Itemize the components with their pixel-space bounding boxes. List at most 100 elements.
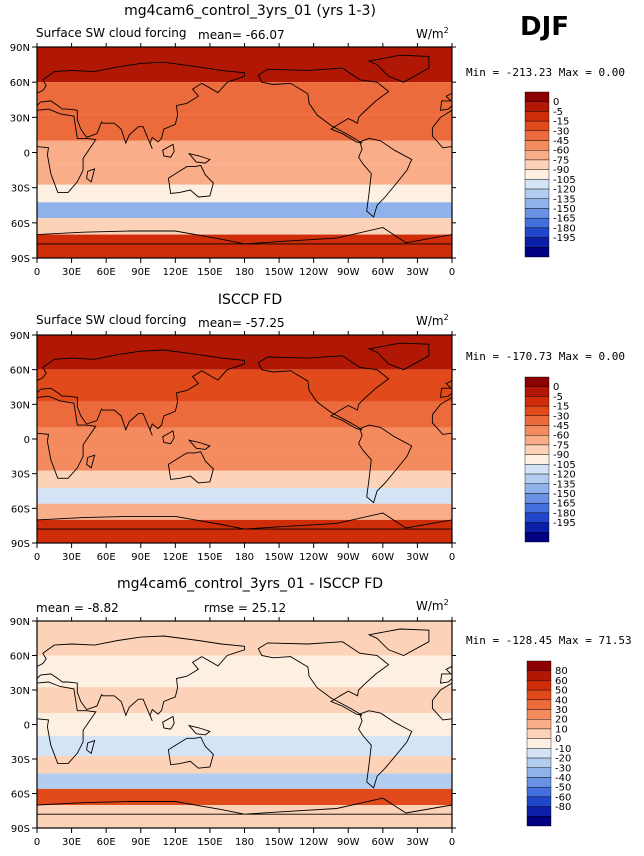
panel-2-coast-madagascar (86, 454, 96, 469)
panel-3-colorbar-box (526, 689, 552, 701)
panel-1-colorbar-box (524, 217, 550, 229)
panel-3-ytick-label: 0 (24, 721, 30, 732)
panel-3-xtick-label: 0 (449, 837, 455, 848)
panel-3-xtick-label: 120W (299, 837, 328, 848)
panel-3-field-band (37, 773, 452, 789)
panel-3-colorbar-label: 20 (555, 715, 568, 726)
panel-2-colorbar-box (524, 435, 550, 446)
panel-2-mean: mean= -57.25 (198, 316, 285, 330)
panel-2-xtick-label: 150E (197, 552, 222, 563)
panel-3-colorbar-label: 50 (555, 686, 568, 697)
panel-3-coast-south-america (358, 710, 413, 789)
panel-1-xtick-label: 0 (34, 267, 40, 278)
panel-1-colorbar-box (524, 188, 550, 199)
panel-2-colorbar-box (524, 444, 550, 455)
panel-2-colorbar-label: -90 (553, 450, 569, 461)
panel-2-field-band (37, 519, 452, 543)
panel-3-colorbar-label: -80 (555, 802, 571, 813)
panel-2-units-exp: 2 (443, 313, 449, 322)
panel-3-colorbar-box (526, 767, 552, 778)
panel-1-coast-greenland (367, 54, 430, 83)
panel-1-colorbar-label: -180 (553, 223, 576, 234)
panel-1-field-band (37, 234, 452, 258)
panel-2-field (37, 335, 452, 543)
panel-3-xtick-label: 150E (197, 837, 222, 848)
panel-2-colorbar-label: -135 (553, 479, 576, 490)
panel-2-field-band (37, 470, 452, 489)
panel-2-xtick-label: 30E (62, 552, 81, 563)
panel-3-coast-indonesia-borneo (162, 715, 175, 730)
panel-1-xtick-label: 60W (372, 267, 395, 278)
panel-1-coast-new-guinea (187, 152, 211, 164)
panel-1-ytick-label: 30S (11, 184, 30, 195)
panel-2-xtick-label: 180 (235, 552, 254, 563)
panel-2-coast-antarctica-wrap (244, 512, 452, 530)
panel-3-colorbar-box (526, 757, 552, 768)
panel-2-coast-indonesia-borneo (162, 430, 175, 445)
panel-1-field-band (37, 114, 452, 141)
panel-3-ytick-label: 30S (11, 755, 30, 766)
panel-1-field-band (37, 184, 452, 203)
panel-1-mean: mean= -66.07 (198, 28, 285, 42)
panel-2-colorbar-label: -75 (553, 440, 569, 451)
panel-2-colorbar-label: -45 (553, 421, 569, 432)
panel-1-colorbar-box (524, 150, 550, 161)
panel-2-colorbar-label: -195 (553, 518, 576, 529)
panel-3-xtick-label: 60E (97, 837, 116, 848)
panel-3-mean: mean = -8.82 (36, 601, 119, 615)
panel-2-colorbar-box (524, 415, 550, 426)
panel-2-field-band (37, 401, 452, 428)
panel-1-xtick-label: 150E (197, 267, 222, 278)
panel-1-units: W/m2 (416, 26, 449, 41)
panel-3-colorbar-label: 40 (555, 695, 568, 706)
panel-2-xtick-label: 0 (34, 552, 40, 563)
panel-3-xtick-label: 0 (34, 837, 40, 848)
panel-2-field-band (37, 503, 452, 520)
panel-1-colorbar-label: -60 (553, 146, 569, 157)
panel-3-xtick-label: 60W (372, 837, 395, 848)
panel-3-xtick-label: 90E (131, 837, 150, 848)
panel-1-coast-australia (167, 164, 214, 198)
panel-3-colorbar-box (526, 816, 552, 827)
panel-2-colorbar-box (524, 473, 550, 484)
panel-2-xtick-label: 90W (337, 552, 360, 563)
panel-1-xtick-label: 90E (131, 267, 150, 278)
panel-2-field-band (37, 369, 452, 402)
panel-3-xtick-label: 120E (163, 837, 188, 848)
panel-2-field-band (37, 488, 452, 504)
panel-3-rmse: rmse = 25.12 (204, 601, 287, 615)
panel-1-field-band (37, 82, 452, 115)
panel-3-field-band (37, 788, 452, 805)
panel-3-coast-north-america (257, 641, 390, 716)
panel-2-colorbar-label: -120 (553, 470, 576, 481)
panel-1-units-exp: 2 (443, 26, 449, 35)
panel-3-colorbar-label: -40 (555, 773, 571, 784)
panel-2-ytick-label: 30N (10, 400, 30, 411)
panel-1-field-band (37, 164, 452, 185)
panel-1-colorbar-box (524, 247, 550, 258)
panel-2-colorbar-label: -180 (553, 508, 576, 519)
panel-3-coast-eurasia (37, 635, 245, 722)
panel-3-field-band (37, 687, 452, 713)
panel-3-title: mg4cam6_control_3yrs_01 - ISCCP FD (116, 576, 384, 592)
panel-2-ytick-label: 30S (11, 470, 30, 481)
panel-1-colorbar-label: -90 (553, 165, 569, 176)
panel-1-xtick-label: 0 (449, 267, 455, 278)
panel-2-coast-greenland (367, 342, 430, 371)
panel-1-xtick-label: 120W (299, 267, 328, 278)
panel-1-ytick-label: 60S (11, 219, 30, 230)
panel-1-ytick-label: 0 (24, 149, 30, 160)
panel-3-field-band (37, 805, 452, 828)
panel-3-minmax: Min = -128.45 Max = 71.53 (466, 634, 632, 647)
panel-1-coast-africa (37, 108, 97, 193)
panel-2-xtick-label: 120W (299, 552, 328, 563)
panel-2-ytick-label: 90S (11, 539, 30, 550)
panel-3-xtick-label: 150W (265, 837, 294, 848)
panel-1-ytick-label: 60N (10, 78, 30, 89)
panel-1-xtick-label: 90W (337, 267, 360, 278)
panel-2-colorbar-box (524, 522, 550, 533)
panel-1-title: mg4cam6_control_3yrs_01 (yrs 1-3) (124, 3, 376, 19)
panel-1-colorbar-box (524, 208, 550, 219)
panel-2-colorbar-label: -15 (553, 402, 569, 413)
panel-3-units-exp: 2 (443, 598, 449, 607)
